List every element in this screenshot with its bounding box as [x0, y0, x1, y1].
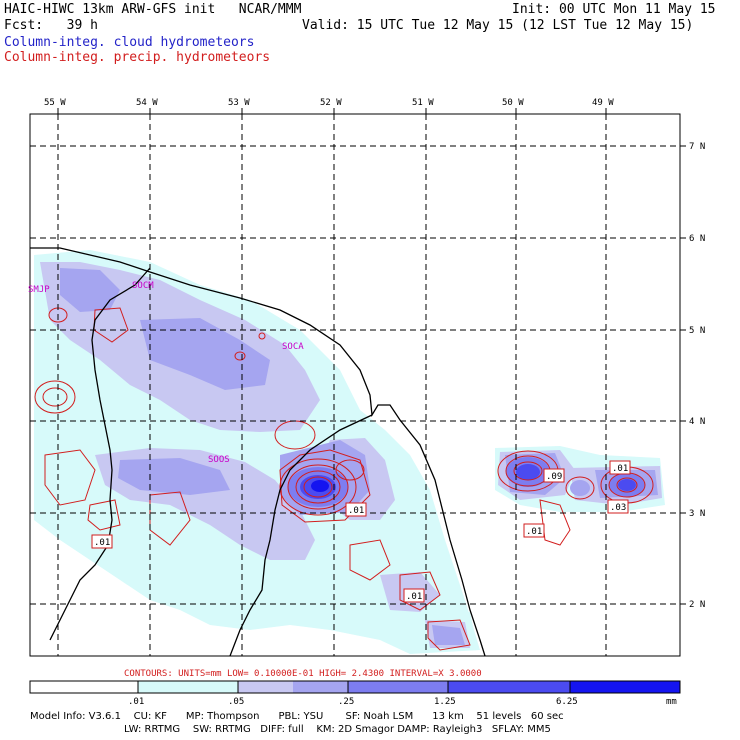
station-label-socm: SOCM	[132, 281, 154, 291]
contour-label: .01	[526, 527, 542, 537]
contour-label: .01	[612, 464, 628, 474]
map-frame	[29, 113, 681, 657]
coastline	[30, 247, 486, 656]
lon-label: 55 W	[44, 98, 66, 108]
contour-value-labels: .01 .01 .01 .01 .09 .01 .03	[91, 460, 631, 603]
colorbar-tick: .25	[338, 697, 354, 707]
lat-label: 3 N	[689, 509, 705, 519]
lon-label: 50 W	[502, 98, 524, 108]
model-info-line1: Model Info: V3.6.1 CU: KF MP: Thompson P…	[30, 711, 564, 722]
station-label-soca: SOCA	[282, 342, 304, 352]
lon-label: 52 W	[320, 98, 342, 108]
color-bar-ticks: .01 .05 .25 1.25 6.25 mm	[128, 697, 677, 707]
lon-label: 51 W	[412, 98, 434, 108]
forecast-hour: Fcst: 39 h	[4, 18, 98, 33]
lat-ticks	[680, 145, 686, 605]
colorbar-tick: 6.25	[556, 697, 578, 707]
lat-label: 4 N	[689, 417, 705, 427]
colorbar-units: mm	[666, 697, 677, 707]
contour-label: .01	[348, 506, 364, 516]
lat-label: 2 N	[689, 600, 705, 610]
colorbar-tick: 1.25	[434, 697, 456, 707]
contour-label: .01	[94, 538, 110, 548]
contour-label: .09	[546, 472, 562, 482]
cloud-field-cores	[288, 457, 645, 507]
init-time: Init: 00 UTC Mon 11 May 15	[512, 2, 716, 17]
lon-ticks	[57, 108, 607, 114]
legend-cloud-label: Column-integ. cloud hydrometeors	[4, 35, 255, 50]
lon-labels: 55 W 54 W 53 W 52 W 51 W 50 W 49 W	[44, 98, 614, 108]
lat-label: 7 N	[689, 142, 705, 152]
legend-precip-label: Column-integ. precip. hydrometeors	[4, 50, 271, 65]
contour-label: .03	[610, 503, 626, 513]
color-bar	[29, 680, 681, 694]
station-label-smjp: SMJP	[28, 285, 50, 295]
lat-label: 6 N	[689, 234, 705, 244]
colorbar-tick: .05	[228, 697, 244, 707]
valid-time: Valid: 15 UTC Tue 12 May 15 (12 LST Tue …	[302, 18, 694, 33]
contour-label: .01	[406, 592, 422, 602]
station-labels: SMJP SOCM SOCA SOOS	[28, 281, 304, 465]
model-info-line2: LW: RRTMG SW: RRTMG DIFF: full KM: 2D Sm…	[124, 724, 551, 735]
lon-label: 53 W	[228, 98, 250, 108]
station-label-soos: SOOS	[208, 455, 230, 465]
lon-label: 49 W	[592, 98, 614, 108]
lat-label: 5 N	[689, 326, 705, 336]
contours-info: CONTOURS: UNITS=mm LOW= 0.10000E-01 HIGH…	[124, 669, 482, 679]
lon-label: 54 W	[136, 98, 158, 108]
lat-labels: 7 N 6 N 5 N 4 N 3 N 2 N	[689, 142, 705, 610]
plot-title: HAIC-HIWC 13km ARW-GFS init NCAR/MMM	[4, 2, 302, 17]
colorbar-tick: .01	[128, 697, 144, 707]
map-field-layer	[30, 114, 680, 656]
